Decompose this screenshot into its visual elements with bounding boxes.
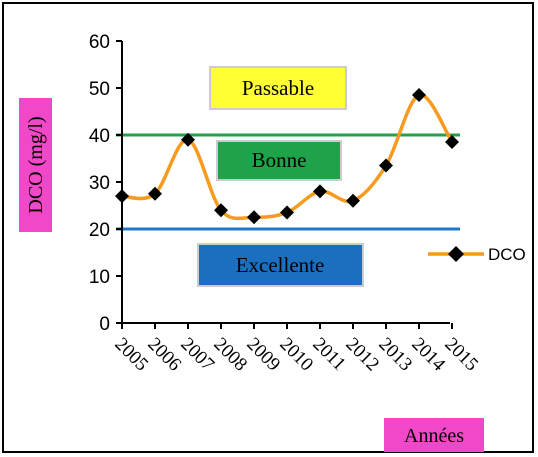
y-tick-label: 30 [89,173,110,194]
legend-marker-dco [448,246,464,262]
zone-bonne-label: Bonne [252,148,307,172]
zone-excellente: Excellente [197,243,364,287]
y-tick-label: 50 [89,79,110,100]
x-tick-label: 2009 [242,334,284,376]
data-point-2006 [148,186,162,201]
data-point-2008 [214,203,228,218]
x-tick-label: 2013 [374,334,416,376]
zone-excellente-box [197,243,364,287]
y-tick-label: 0 [99,314,110,335]
data-point-2013 [379,158,393,173]
zone-bonne-box [216,140,342,181]
y-axis-title: DCO (mg/l) [19,98,52,232]
x-axis-title-label: Années [404,425,464,447]
y-axis-title-bg [19,98,52,232]
y-axis-title-label: DCO (mg/l) [25,116,47,213]
data-point-2007 [181,132,195,147]
x-tick-label: 2014 [407,334,449,376]
x-tick-label: 2011 [308,334,349,375]
y-tick-label: 20 [89,220,110,241]
data-point-2010 [280,205,294,220]
zone-passable: Passable [209,66,347,110]
x-axis-title: Années [384,418,484,452]
data-point-2009 [247,210,261,225]
zone-excellente-label: Excellente [236,253,325,277]
y-tick-label: 40 [89,126,110,147]
x-tick-label: 2007 [176,334,218,376]
data-point-2014 [412,88,426,103]
x-tick-label: 2012 [341,334,383,376]
x-tick-label: 2006 [143,334,185,376]
zone-bonne: Bonne [216,140,342,181]
x-ticks: 2005200620072008200920102011201220132014… [110,323,482,376]
y-ticks: 0 10 20 30 40 50 60 [89,32,122,335]
x-tick-label: 2008 [209,334,251,376]
y-tick-label: 10 [89,267,110,288]
y-tick-label: 60 [89,32,110,53]
x-tick-label: 2010 [275,334,317,376]
x-tick-label: 2005 [110,334,152,376]
series-markers-dco [115,88,459,225]
zone-passable-box [209,66,347,110]
legend-label-dco: DCO [488,245,526,264]
data-point-2005 [115,189,129,204]
zone-passable-label: Passable [242,76,314,100]
x-tick-label: 2015 [440,334,482,376]
data-point-2015 [445,135,459,150]
data-point-2012 [346,193,360,208]
x-axis-title-bg [384,418,484,452]
legend: DCO [428,245,526,264]
data-point-2011 [313,184,327,199]
